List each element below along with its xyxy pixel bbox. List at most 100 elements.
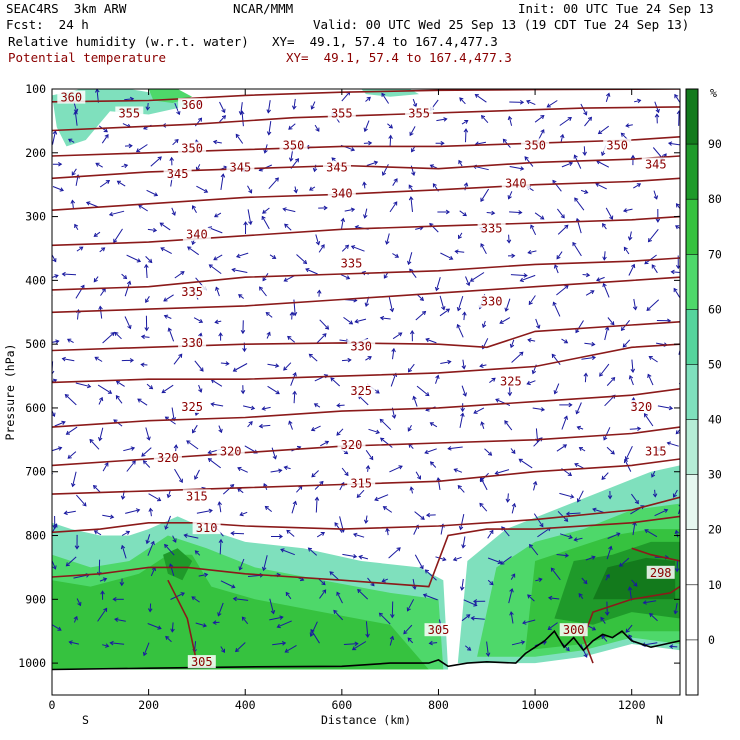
wind-vector	[72, 471, 77, 487]
wind-vector	[577, 490, 584, 503]
wind-vector	[267, 385, 280, 395]
wind-vector	[392, 348, 395, 360]
wind-vector	[218, 425, 222, 433]
wind-arrowhead	[288, 125, 293, 130]
wind-arrowhead	[647, 373, 652, 378]
wind-arrowhead	[194, 475, 199, 480]
wind-arrowhead	[141, 452, 146, 457]
wind-vector	[679, 162, 680, 165]
wind-arrowhead	[651, 473, 656, 478]
wind-arrowhead	[591, 355, 597, 361]
wind-vector	[495, 469, 510, 475]
field1-xy: XY= 49.1, 57.4 to 167.4,477.3	[272, 34, 498, 49]
contour-label-bg	[182, 489, 211, 503]
wind-arrowhead	[425, 392, 430, 397]
wind-arrowhead	[73, 615, 78, 621]
contour-label: 350	[181, 142, 203, 156]
wind-vector	[334, 522, 343, 533]
wind-vector	[505, 298, 511, 312]
wind-arrowhead	[272, 455, 277, 460]
wind-arrowhead	[109, 514, 115, 520]
wind-vector	[296, 254, 307, 264]
wind-arrowhead	[203, 188, 209, 193]
wind-vector	[175, 445, 177, 452]
wind-arrowhead	[221, 108, 226, 114]
wind-vector	[308, 547, 318, 556]
colorbar-label: 70	[708, 247, 722, 261]
wind-vector	[475, 141, 486, 145]
wind-vector	[463, 312, 466, 321]
wind-vector	[548, 622, 558, 630]
wind-arrowhead	[428, 640, 433, 646]
wind-arrowhead	[576, 425, 581, 431]
wind-arrowhead	[63, 510, 68, 516]
wind-vector	[475, 94, 487, 103]
contour-label-bg	[501, 176, 530, 190]
wind-arrowhead	[311, 473, 316, 478]
wind-vector	[287, 336, 296, 343]
wind-arrowhead	[556, 255, 561, 260]
wind-vector	[195, 622, 207, 627]
wind-arrowhead	[363, 127, 368, 133]
wind-arrowhead	[225, 361, 230, 366]
wind-arrowhead	[563, 415, 568, 420]
wind-vector	[390, 373, 397, 387]
wind-vector	[622, 339, 631, 348]
wind-arrowhead	[57, 446, 63, 451]
wind-vector	[408, 252, 413, 265]
wind-vector	[535, 578, 542, 582]
wind-vector	[99, 180, 110, 188]
wind-vector	[601, 635, 608, 642]
wind-arrowhead	[454, 249, 459, 254]
wind-vector	[676, 203, 680, 210]
wind-arrowhead	[250, 405, 256, 411]
wind-arrowhead	[128, 143, 133, 149]
wind-vector	[510, 339, 515, 348]
wind-vector	[266, 332, 271, 339]
wind-vector	[509, 211, 522, 214]
wind-vector	[534, 212, 544, 220]
wind-arrowhead	[622, 208, 628, 213]
wind-vector	[510, 611, 514, 624]
wind-arrowhead	[417, 475, 421, 480]
wind-arrowhead	[564, 285, 569, 290]
wind-vector	[73, 616, 78, 623]
wind-vector	[288, 123, 296, 130]
wind-arrowhead	[520, 166, 525, 171]
contour-label: 360	[60, 91, 82, 105]
wind-vector	[283, 362, 292, 371]
wind-arrowhead	[601, 151, 606, 157]
wind-arrowhead	[445, 209, 451, 215]
wind-arrowhead	[284, 648, 289, 653]
wind-vector	[147, 541, 155, 556]
wind-arrowhead	[156, 497, 162, 502]
wind-vector	[479, 364, 487, 367]
wind-vector	[174, 271, 185, 279]
wind-vector	[150, 156, 162, 167]
wind-vector	[633, 183, 641, 189]
x-tick-label: 1200	[618, 698, 646, 712]
wind-arrowhead	[553, 264, 559, 269]
wind-vector	[524, 156, 534, 167]
wind-arrowhead	[361, 270, 366, 276]
wind-arrowhead	[362, 181, 367, 186]
wind-arrowhead	[519, 351, 524, 356]
wind-vector	[141, 364, 148, 366]
wind-vector	[511, 641, 525, 646]
wind-vector	[99, 247, 105, 253]
wind-vector	[193, 317, 203, 323]
wind-arrowhead	[282, 207, 287, 212]
wind-vector	[458, 160, 463, 167]
wind-vector	[284, 275, 295, 282]
wind-vector	[237, 488, 244, 494]
wind-vector	[389, 465, 403, 473]
wind-vector	[113, 228, 123, 243]
wind-vector	[579, 447, 586, 452]
wind-vector	[453, 556, 462, 561]
wind-arrowhead	[258, 423, 264, 429]
wind-arrowhead	[596, 277, 601, 282]
wind-vector	[320, 440, 329, 447]
wind-arrowhead	[373, 160, 379, 166]
wind-vector	[263, 555, 268, 571]
contour-label: 345	[645, 158, 667, 172]
